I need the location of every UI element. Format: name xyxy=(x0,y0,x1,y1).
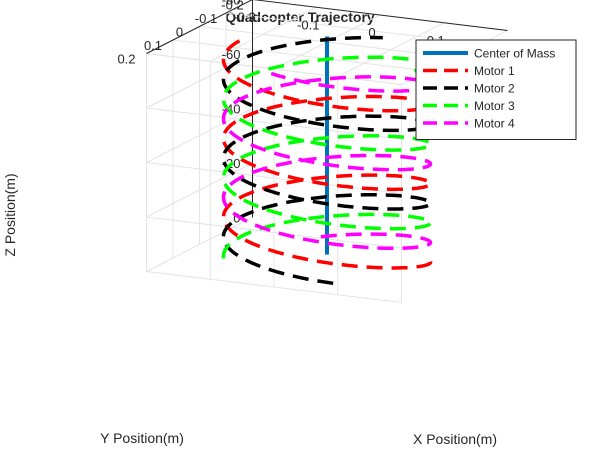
z-tick-label: 0 xyxy=(233,211,240,226)
grid-line xyxy=(225,12,482,45)
y-tick-label: 0.2 xyxy=(117,52,135,67)
grid-line xyxy=(146,217,253,272)
series-line-motor-1 xyxy=(221,39,433,270)
grid-line xyxy=(146,271,402,303)
x-axis-label: X Position(m) xyxy=(413,431,497,447)
axes xyxy=(146,0,508,218)
y-axis-label: Y Position(m) xyxy=(100,430,184,446)
legend-entry: Motor 1 xyxy=(474,64,515,78)
x-tick-label: -0.2 xyxy=(233,10,255,25)
legend-entry: Motor 3 xyxy=(474,99,515,113)
x-tick-label: -0.1 xyxy=(297,17,319,32)
legend-entry: Center of Mass xyxy=(474,47,555,61)
x-axis-line xyxy=(252,0,508,31)
z-tick-label: -80 xyxy=(222,0,241,8)
grid-line xyxy=(146,162,402,194)
y-tick-label: -0.1 xyxy=(195,11,217,26)
y-axis-line xyxy=(146,0,253,54)
z-tick-label: -60 xyxy=(222,47,241,62)
grid-line xyxy=(146,108,253,163)
legend-entry: Motor 4 xyxy=(474,117,515,131)
series-lines xyxy=(221,35,433,286)
y-tick-label: 0 xyxy=(176,25,183,40)
chart-title: Quadcopter Trajectory xyxy=(225,9,375,25)
legend-entry: Motor 2 xyxy=(474,82,515,96)
legend: Center of Mass Motor 1 Motor 2 Motor 3 Motor… xyxy=(415,39,577,140)
legend-box xyxy=(415,39,577,140)
grid-line xyxy=(146,107,402,140)
series-line-motor-4 xyxy=(221,71,433,251)
grid-line xyxy=(146,162,253,218)
y-tick-label: -0.2 xyxy=(221,0,243,13)
x-tick-label: 0 xyxy=(368,25,375,40)
grid-line xyxy=(146,216,402,249)
grid-line xyxy=(172,39,429,72)
y-tick-label: 0.1 xyxy=(144,38,162,53)
series-line-motor-3 xyxy=(221,55,433,259)
z-axis-label: Z Position(m) xyxy=(2,173,18,256)
